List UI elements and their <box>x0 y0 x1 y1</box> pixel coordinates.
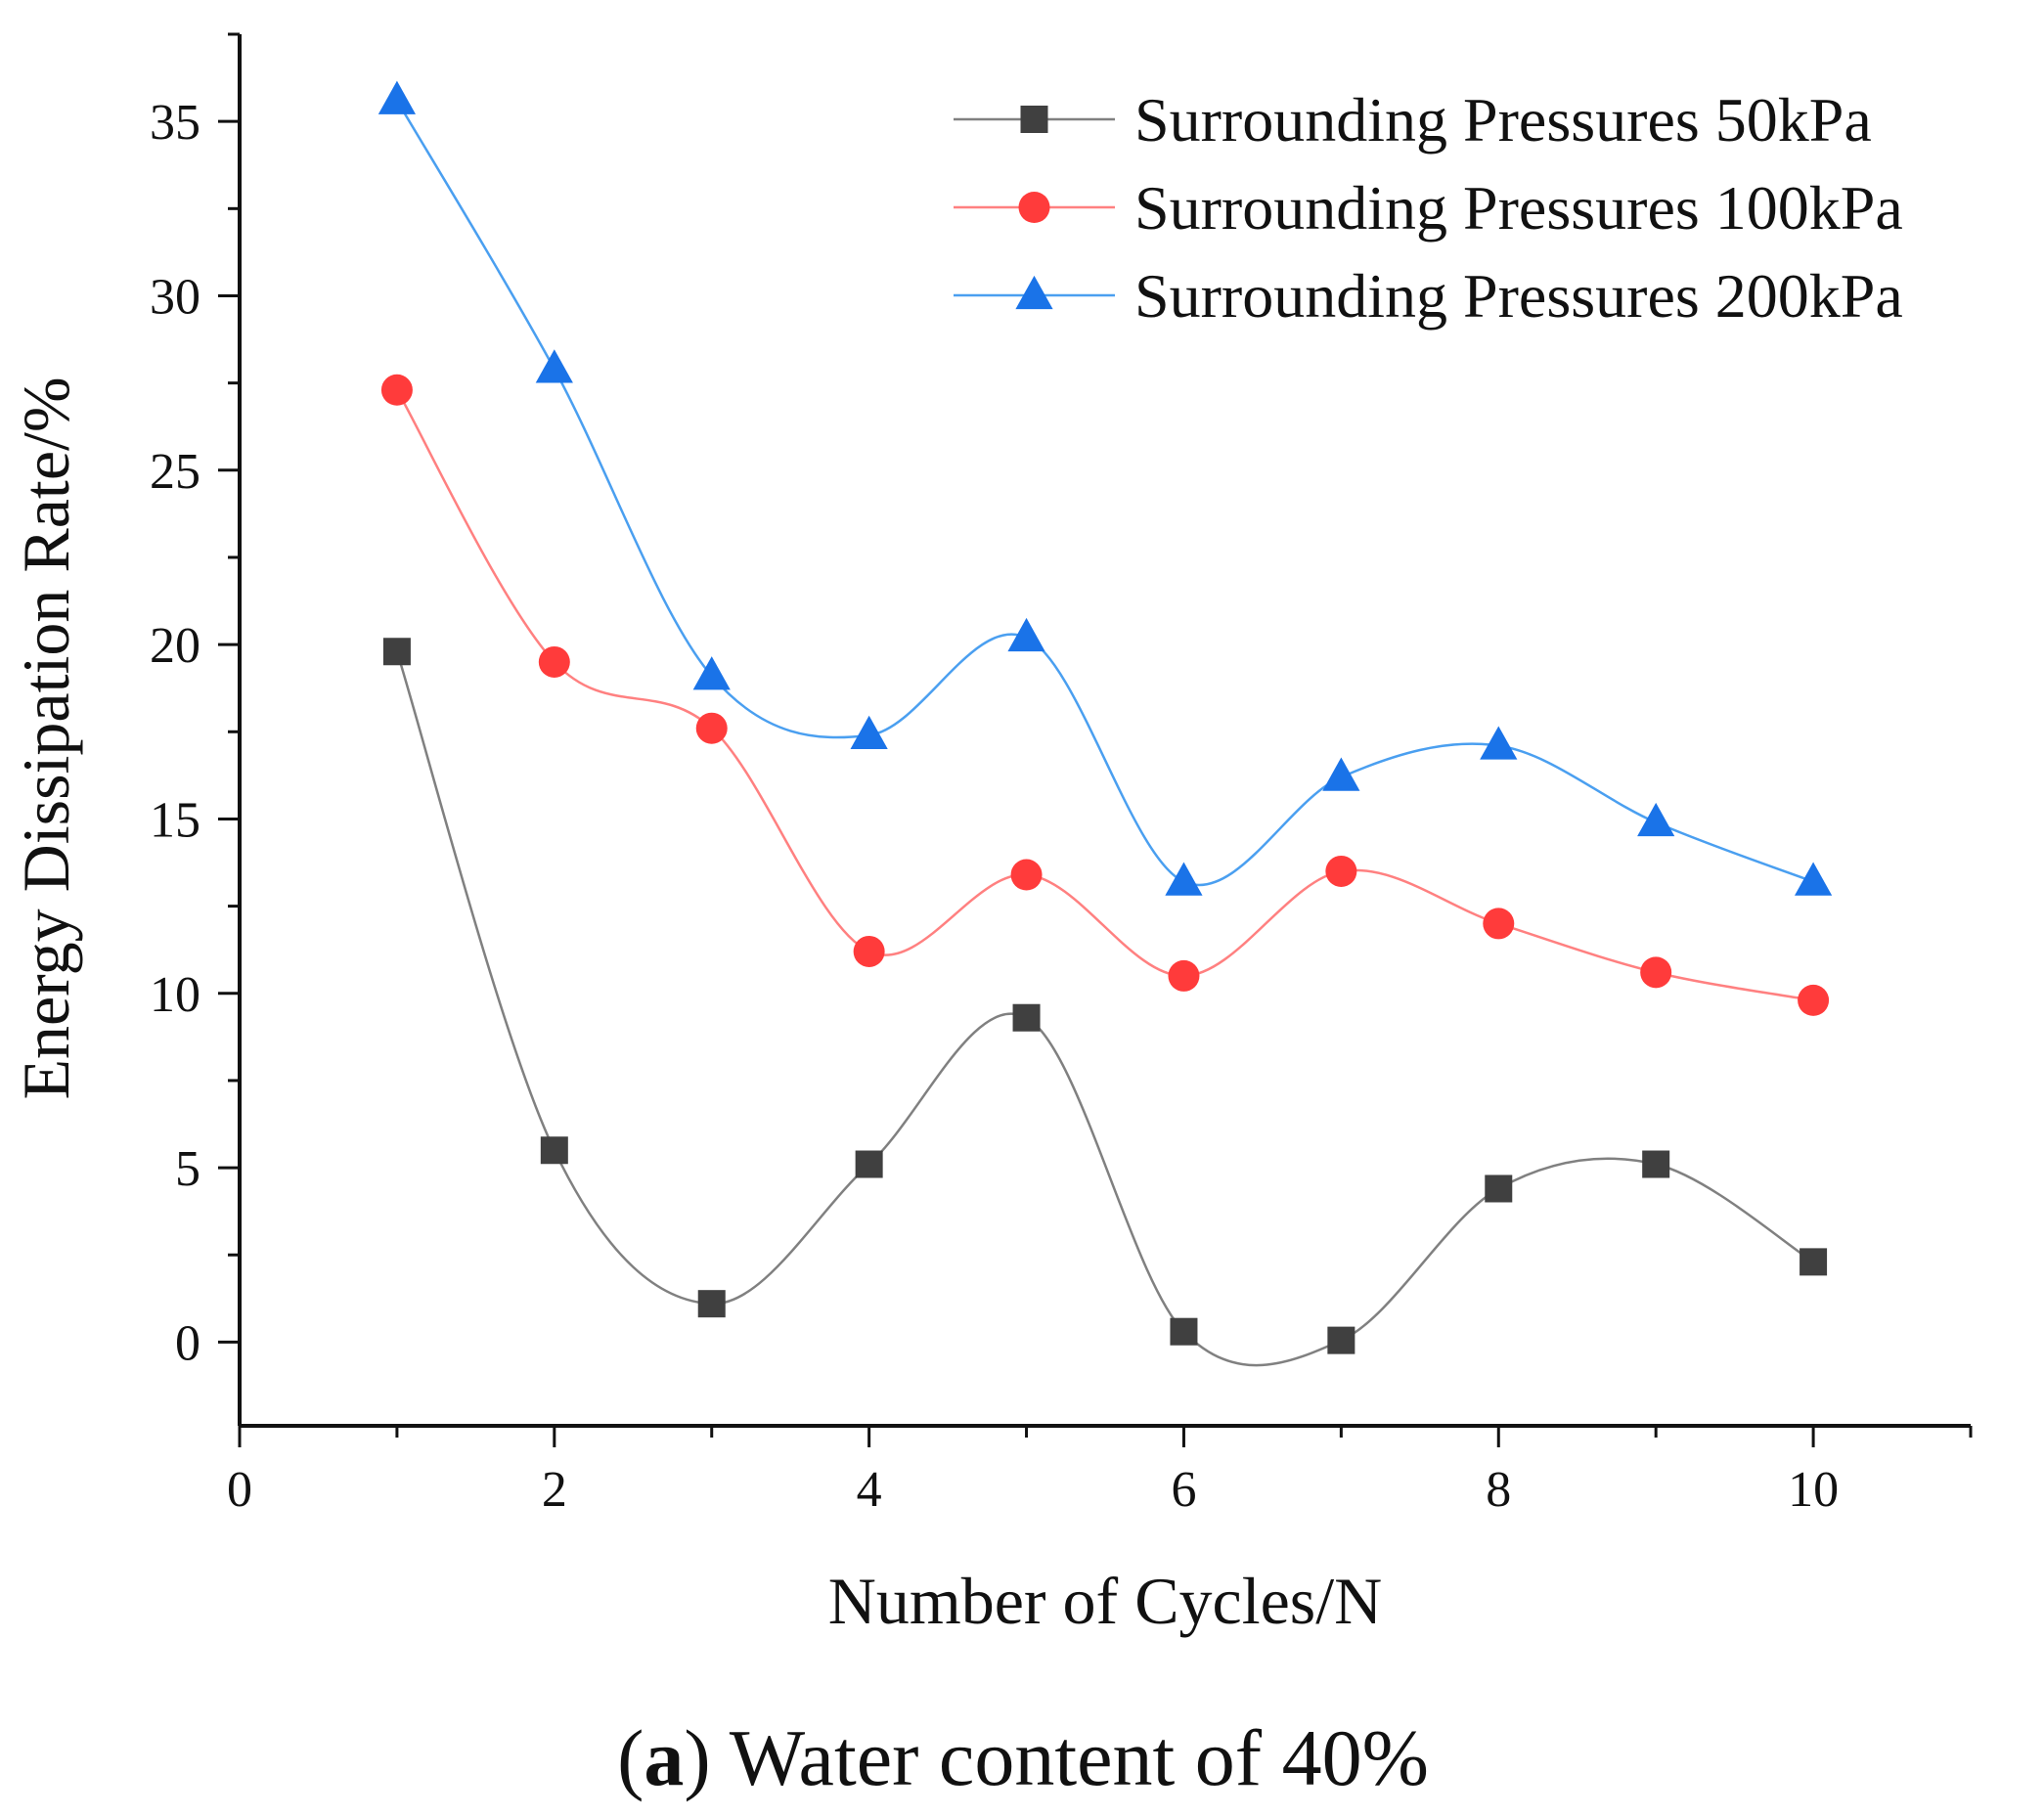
y-tick-label: 5 <box>175 1141 200 1197</box>
legend-marker-square <box>1020 106 1048 133</box>
data-point-square <box>697 1290 726 1318</box>
data-point-square <box>855 1150 883 1178</box>
data-point-triangle <box>1322 757 1360 791</box>
x-tick-label: 4 <box>857 1462 882 1518</box>
series-markers <box>378 80 1833 1354</box>
data-point-triangle <box>1480 726 1518 760</box>
data-point-square <box>382 638 411 666</box>
data-point-square <box>1800 1248 1828 1276</box>
data-point-circle <box>1798 984 1830 1016</box>
caption-text: ) Water content of 40% <box>684 1713 1429 1802</box>
y-tick-label: 35 <box>150 95 200 151</box>
data-point-circle <box>380 374 413 406</box>
data-point-triangle <box>1637 802 1675 837</box>
data-point-circle <box>1483 908 1515 940</box>
data-point-square <box>1012 1003 1041 1032</box>
data-point-square <box>1642 1150 1670 1178</box>
legend-label: Surrounding Pressures 100kPa <box>1134 173 1903 243</box>
x-axis-title: Number of Cycles/N <box>828 1564 1383 1638</box>
data-point-circle <box>1010 859 1043 891</box>
x-tick-label: 2 <box>542 1462 567 1518</box>
data-point-square <box>540 1136 568 1165</box>
data-point-circle <box>1325 855 1357 887</box>
figure-caption: (a) Water content of 40% <box>617 1713 1429 1802</box>
data-point-triangle <box>692 656 731 690</box>
series-line-square <box>395 650 1814 1367</box>
y-tick-label: 0 <box>175 1315 200 1371</box>
data-point-square <box>1485 1174 1513 1203</box>
y-tick-label: 20 <box>150 618 200 674</box>
data-point-triangle <box>1794 862 1833 896</box>
legend-marker-triangle <box>1015 275 1053 310</box>
x-tick-label: 6 <box>1171 1462 1196 1518</box>
data-point-triangle <box>1165 862 1203 896</box>
y-tick-label: 30 <box>150 269 200 325</box>
data-point-triangle <box>1007 617 1045 652</box>
y-tick-label: 10 <box>150 967 200 1023</box>
y-tick-label: 25 <box>150 444 200 500</box>
x-tick-label: 8 <box>1486 1462 1511 1518</box>
series-line-triangle <box>395 100 1814 887</box>
data-point-triangle <box>850 715 888 749</box>
legend-label: Surrounding Pressures 200kPa <box>1134 261 1903 331</box>
x-tick-label: 0 <box>227 1462 252 1518</box>
y-axis-title: Energy Dissipation Rate/% <box>9 376 83 1099</box>
legend-marker-circle <box>1018 192 1050 223</box>
data-point-triangle <box>535 349 573 383</box>
data-point-circle <box>1168 959 1200 992</box>
data-point-circle <box>538 645 570 678</box>
axes: 0 2 4 6 8 10 0 5 10 15 20 25 30 35 <box>150 32 1973 1518</box>
y-tick-label: 15 <box>150 792 200 848</box>
caption-letter: a <box>644 1713 684 1802</box>
data-point-square <box>1170 1317 1198 1346</box>
caption-prefix: ( <box>617 1713 644 1802</box>
data-point-circle <box>1640 956 1672 989</box>
x-tick-label: 10 <box>1788 1462 1839 1518</box>
data-point-square <box>1327 1326 1355 1354</box>
data-point-triangle <box>378 80 417 114</box>
data-point-circle <box>695 712 728 744</box>
legend: Surrounding Pressures 50kPa Surrounding P… <box>954 85 1903 331</box>
data-point-circle <box>853 935 885 967</box>
legend-label: Surrounding Pressures 50kPa <box>1134 85 1872 155</box>
